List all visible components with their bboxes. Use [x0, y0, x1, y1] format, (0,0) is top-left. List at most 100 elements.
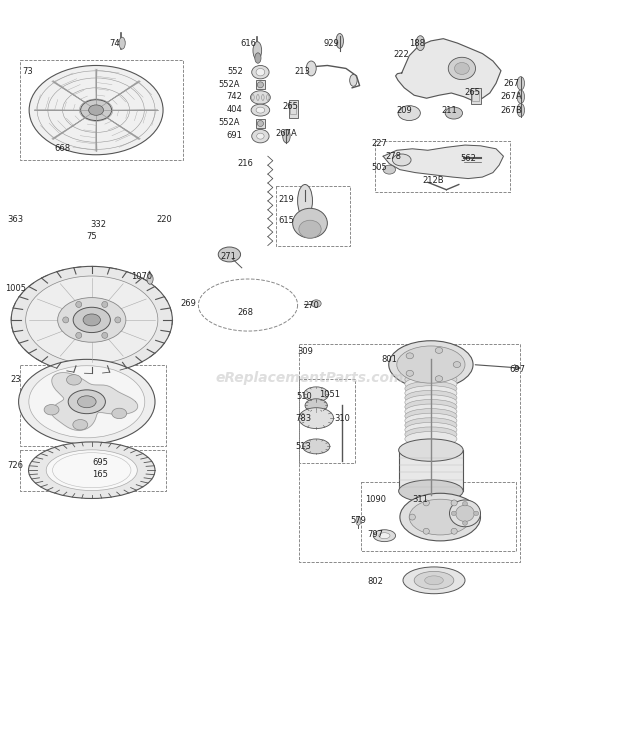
- Ellipse shape: [451, 528, 458, 534]
- Polygon shape: [396, 39, 501, 100]
- Text: 267A: 267A: [500, 92, 523, 101]
- Text: 270: 270: [303, 301, 319, 310]
- Text: 1090: 1090: [365, 496, 386, 504]
- Ellipse shape: [44, 405, 59, 415]
- Text: 929: 929: [324, 39, 340, 48]
- Ellipse shape: [83, 314, 100, 326]
- Ellipse shape: [399, 439, 463, 461]
- Ellipse shape: [250, 91, 270, 104]
- Text: 213: 213: [294, 67, 311, 76]
- Ellipse shape: [29, 442, 155, 498]
- Text: 562: 562: [460, 154, 476, 163]
- Ellipse shape: [454, 62, 469, 74]
- Text: 616: 616: [240, 39, 256, 48]
- Bar: [299, 344, 520, 562]
- Ellipse shape: [405, 391, 457, 405]
- Text: 268: 268: [237, 308, 253, 317]
- Ellipse shape: [293, 208, 327, 238]
- Ellipse shape: [425, 576, 443, 585]
- Text: 271: 271: [220, 252, 236, 261]
- Bar: [289, 100, 298, 118]
- Text: 726: 726: [7, 461, 24, 469]
- Ellipse shape: [409, 499, 471, 535]
- Ellipse shape: [356, 516, 361, 525]
- Bar: [299, 379, 355, 463]
- Ellipse shape: [68, 390, 105, 414]
- Ellipse shape: [463, 521, 467, 525]
- Ellipse shape: [298, 185, 312, 217]
- Ellipse shape: [435, 347, 443, 353]
- Text: 695: 695: [92, 458, 108, 467]
- Ellipse shape: [397, 346, 465, 383]
- Ellipse shape: [405, 372, 457, 387]
- Text: 552A: 552A: [219, 80, 240, 89]
- Text: 615: 615: [278, 216, 294, 225]
- Ellipse shape: [81, 100, 112, 121]
- Ellipse shape: [405, 376, 457, 391]
- Text: 363: 363: [7, 215, 24, 224]
- Ellipse shape: [29, 366, 145, 437]
- Ellipse shape: [409, 514, 415, 520]
- Text: 742: 742: [226, 92, 242, 101]
- Text: 697: 697: [510, 365, 526, 373]
- Text: 222: 222: [394, 50, 410, 59]
- Text: 212B: 212B: [422, 176, 443, 185]
- Ellipse shape: [311, 300, 321, 307]
- Bar: [290, 104, 296, 114]
- Text: 801: 801: [381, 355, 397, 364]
- Ellipse shape: [448, 57, 476, 80]
- Text: 23: 23: [10, 375, 21, 384]
- Ellipse shape: [406, 371, 414, 376]
- Bar: [375, 141, 510, 192]
- Ellipse shape: [257, 133, 264, 139]
- Text: 310: 310: [334, 414, 350, 423]
- Ellipse shape: [304, 387, 329, 402]
- Ellipse shape: [405, 418, 457, 433]
- Ellipse shape: [46, 450, 137, 490]
- Text: 220: 220: [156, 215, 172, 224]
- Ellipse shape: [403, 567, 465, 594]
- Ellipse shape: [463, 501, 467, 506]
- Ellipse shape: [119, 37, 125, 49]
- Ellipse shape: [453, 362, 461, 368]
- Ellipse shape: [255, 53, 261, 63]
- Bar: [471, 88, 480, 104]
- Ellipse shape: [416, 36, 425, 51]
- Text: 216: 216: [237, 159, 253, 168]
- Text: 552: 552: [228, 67, 244, 76]
- Ellipse shape: [303, 439, 330, 454]
- Ellipse shape: [89, 105, 104, 115]
- Ellipse shape: [218, 247, 241, 262]
- Ellipse shape: [252, 129, 269, 143]
- Bar: [472, 91, 479, 101]
- Ellipse shape: [406, 353, 414, 359]
- Ellipse shape: [405, 395, 457, 410]
- Ellipse shape: [373, 530, 396, 542]
- Ellipse shape: [256, 68, 265, 76]
- Ellipse shape: [76, 301, 82, 307]
- Ellipse shape: [73, 420, 87, 430]
- Ellipse shape: [414, 571, 454, 589]
- Ellipse shape: [350, 74, 357, 86]
- Bar: [276, 186, 350, 246]
- Text: 311: 311: [412, 496, 428, 504]
- Ellipse shape: [305, 399, 327, 412]
- Ellipse shape: [474, 511, 479, 516]
- Ellipse shape: [392, 154, 411, 166]
- Ellipse shape: [465, 514, 471, 520]
- Text: 267B: 267B: [500, 106, 523, 115]
- Text: 211: 211: [441, 106, 458, 115]
- Text: 165: 165: [92, 470, 108, 479]
- Ellipse shape: [299, 408, 334, 429]
- Ellipse shape: [389, 341, 473, 388]
- Bar: [20, 450, 166, 491]
- Text: 269: 269: [180, 299, 196, 308]
- Ellipse shape: [405, 408, 457, 423]
- Text: 797: 797: [367, 530, 383, 539]
- Text: 209: 209: [396, 106, 412, 115]
- Text: 691: 691: [226, 131, 242, 140]
- Text: 267: 267: [503, 79, 520, 88]
- Text: 510: 510: [296, 392, 312, 401]
- Ellipse shape: [78, 396, 96, 408]
- Ellipse shape: [405, 381, 457, 396]
